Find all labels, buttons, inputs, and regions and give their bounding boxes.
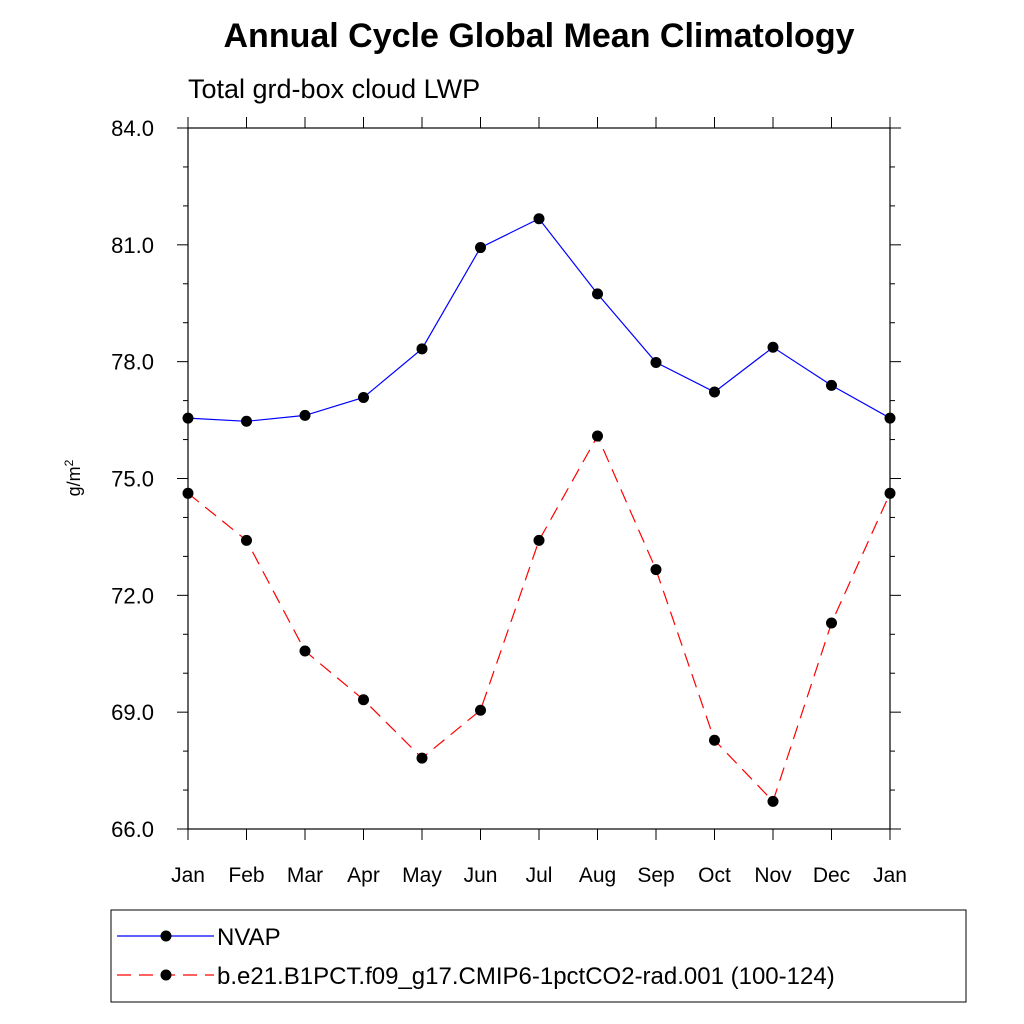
data-point: [182, 412, 194, 424]
data-point: [475, 704, 486, 716]
chart-title: Annual Cycle Global Mean Climatology: [224, 17, 855, 55]
data-point: [299, 409, 311, 421]
series-line-1: [187, 434, 891, 803]
y-tick-label: 75.0: [111, 467, 154, 492]
data-point: [767, 341, 779, 353]
data-point: [182, 487, 194, 499]
data-point: [592, 430, 603, 442]
data-point: [475, 242, 486, 254]
legend-label-1: b.e21.B1PCT.f09_g17.CMIP6-1pctCO2-rad.00…: [217, 963, 835, 990]
x-tick-label: Mar: [287, 864, 323, 887]
x-tick-label: Jun: [464, 864, 498, 887]
data-point: [592, 288, 603, 300]
data-point: [358, 391, 369, 403]
y-tick-label: 69.0: [111, 700, 154, 725]
y-axis: 84.0 81.0 78.0 75.0 72.0 69.0 66.0: [111, 116, 901, 842]
x-axis: Jan Feb Mar Apr May Jun Jul Aug Sep Oct Nov Dec Jan: [171, 117, 907, 887]
legend-marker-1: [160, 969, 172, 981]
series-line-0: [187, 217, 891, 422]
x-tick-label: Aug: [579, 864, 616, 887]
legend-label-0: NVAP: [217, 924, 281, 951]
chart-subtitle: Total grd-box cloud LWP: [188, 74, 480, 104]
data-point: [709, 734, 720, 746]
x-tick-label: Nov: [754, 864, 792, 887]
y-tick-label: 81.0: [111, 233, 154, 258]
data-point: [709, 386, 720, 398]
plot-frame: [187, 127, 891, 830]
y-tick-label: 72.0: [111, 583, 154, 608]
x-tick-label: Dec: [813, 864, 850, 887]
y-axis-label-text: g/m: [64, 466, 84, 496]
data-point: [241, 415, 252, 427]
data-point: [884, 487, 896, 499]
y-axis-label-exponent: 2: [62, 459, 76, 466]
data-point: [826, 617, 837, 629]
x-tick-label: Oct: [698, 864, 731, 887]
x-tick-label: Sep: [637, 864, 674, 887]
data-point: [533, 534, 545, 546]
data-point: [533, 213, 545, 225]
y-tick-label: 84.0: [111, 116, 154, 141]
data-point: [299, 645, 311, 657]
data-point: [416, 752, 428, 764]
y-axis-label: g/m2: [62, 459, 84, 496]
x-tick-label: Apr: [347, 864, 380, 887]
series-layer: [182, 213, 896, 807]
data-point: [358, 694, 369, 706]
y-tick-label: 78.0: [111, 350, 154, 375]
data-point: [650, 356, 662, 368]
legend-box: [110, 909, 967, 1003]
x-tick-label: Feb: [228, 864, 264, 887]
data-point: [650, 564, 662, 576]
x-tick-label: Jul: [526, 864, 553, 887]
legend-marker-0: [160, 930, 172, 942]
x-tick-label: Jan: [171, 864, 205, 887]
data-point: [826, 379, 837, 391]
x-tick-label: Jan: [873, 864, 907, 887]
data-point: [767, 795, 779, 807]
y-tick-label: 66.0: [111, 817, 154, 842]
legend: NVAP b.e21.B1PCT.f09_g17.CMIP6-1pctCO2-ra…: [117, 924, 835, 990]
data-point: [241, 534, 252, 546]
data-point: [884, 412, 896, 424]
data-point: [416, 343, 428, 355]
x-tick-label: May: [402, 864, 442, 887]
